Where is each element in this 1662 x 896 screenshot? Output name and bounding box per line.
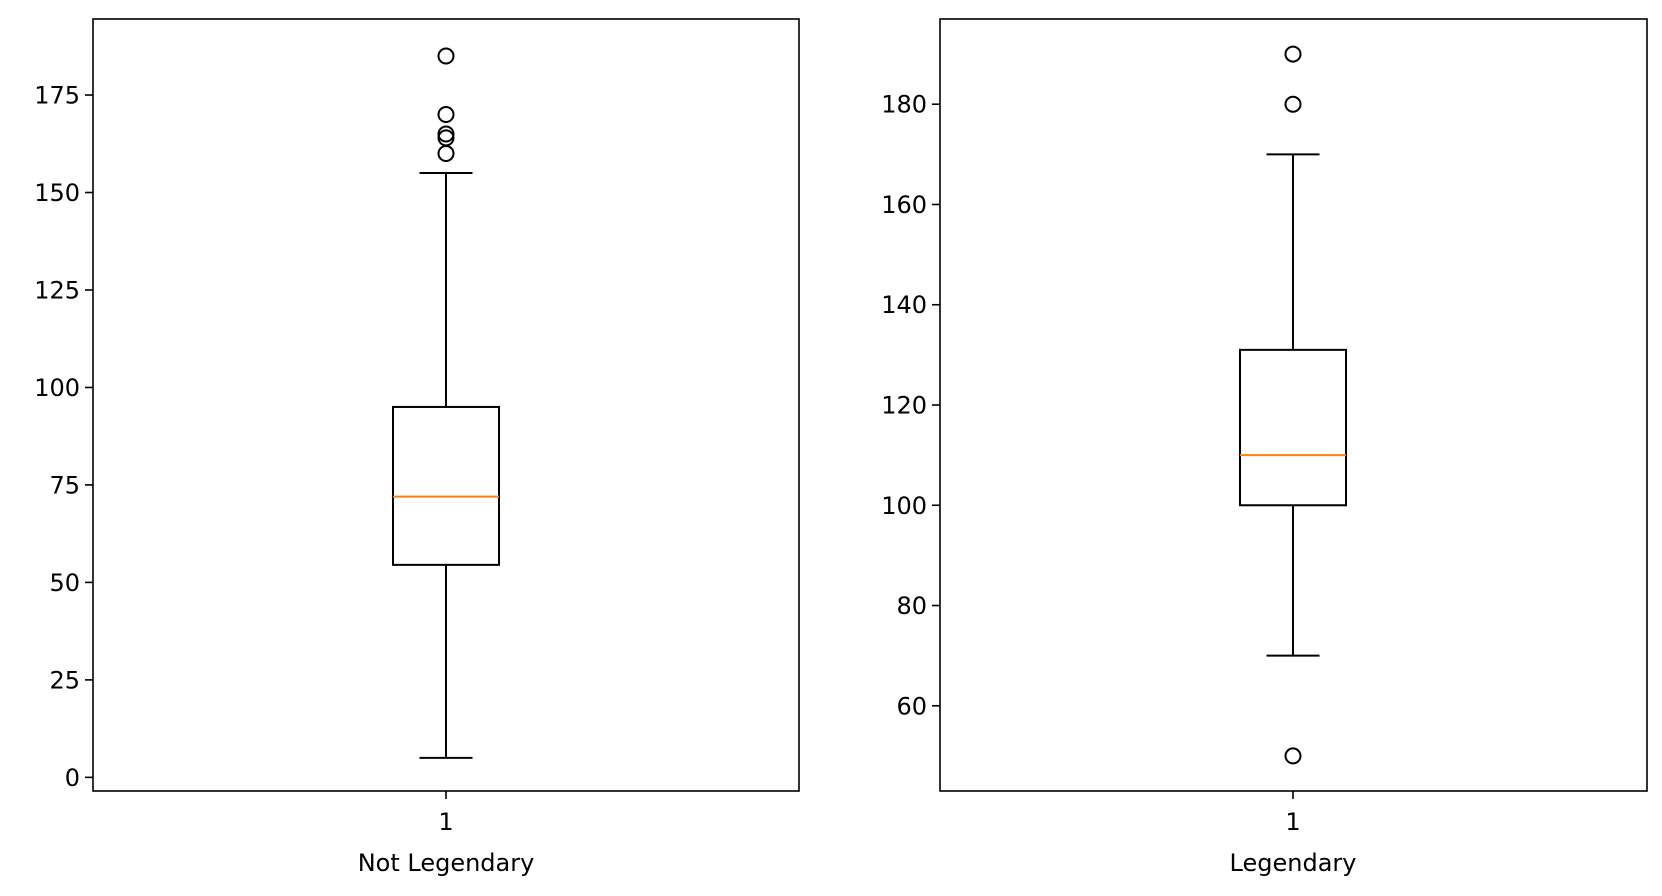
y-axis-ticks-left: 0 25 50 75 100 125 150 175 — [34, 82, 93, 792]
y-tick-label: 75 — [49, 471, 80, 499]
y-tick-label: 175 — [34, 82, 80, 110]
x-axis-ticks-left: 1 — [438, 791, 454, 836]
x-axis-ticks-right: 1 — [1285, 791, 1301, 836]
outlier-point — [437, 125, 455, 143]
y-tick-label: 140 — [881, 291, 927, 319]
boxplot-not-legendary — [392, 47, 500, 759]
outlier-point — [437, 47, 455, 65]
y-tick-label: 125 — [34, 276, 80, 304]
subplot-legendary: 60 80 100 120 140 160 180 1 Legendary — [881, 18, 1648, 877]
x-axis-label-right: Legendary — [1230, 849, 1357, 877]
y-tick-label: 100 — [881, 492, 927, 520]
iqr-box — [1239, 348, 1347, 507]
y-tick-label: 150 — [34, 179, 80, 207]
x-tick-label: 1 — [1285, 808, 1300, 836]
y-tick-label: 60 — [896, 692, 927, 720]
y-tick-label: 80 — [896, 592, 927, 620]
outlier-point — [1284, 45, 1302, 63]
y-tick-label: 25 — [49, 666, 80, 694]
subplot-not-legendary: 0 25 50 75 100 125 150 175 1 Not Legendary — [34, 18, 800, 877]
y-axis-ticks-right: 60 80 100 120 140 160 180 — [881, 91, 940, 720]
y-tick-label: 180 — [881, 91, 927, 119]
y-tick-label: 100 — [34, 374, 80, 402]
iqr-box — [392, 405, 500, 566]
x-tick-label: 1 — [438, 808, 453, 836]
boxplot-legendary — [1239, 45, 1347, 765]
outlier-point — [1284, 95, 1302, 113]
outlier-point — [1284, 747, 1302, 765]
y-tick-label: 50 — [49, 569, 80, 597]
y-tick-label: 0 — [65, 764, 80, 792]
y-tick-label: 120 — [881, 392, 927, 420]
x-axis-label-left: Not Legendary — [358, 849, 535, 877]
outlier-point — [437, 106, 455, 124]
y-tick-label: 160 — [881, 191, 927, 219]
